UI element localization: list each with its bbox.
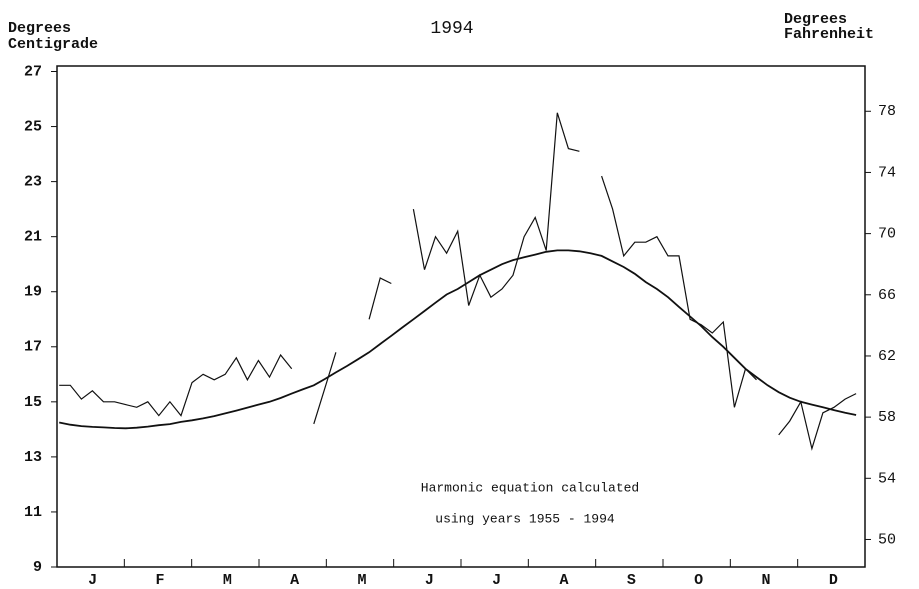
observed-line — [368, 277, 392, 320]
y-tick-label: 27 — [24, 63, 42, 80]
x-tick-label: A — [559, 572, 568, 589]
observed-line — [412, 112, 580, 306]
observed-line — [313, 352, 337, 425]
y-tick-label: 17 — [24, 339, 42, 356]
annotation: Harmonic equation calculated — [421, 480, 639, 495]
y-tick-label: 23 — [24, 174, 42, 191]
observed-line — [601, 175, 757, 408]
y-tick-label: 15 — [24, 394, 42, 411]
y2-tick-label: 58 — [878, 409, 896, 426]
x-tick-label: M — [357, 572, 366, 589]
y2-tick-label: 66 — [878, 287, 896, 304]
y-tick-label: 9 — [33, 559, 42, 576]
chart-title: 1994 — [430, 19, 473, 39]
y2-axis-label: Degrees — [784, 11, 847, 28]
x-tick-label: S — [627, 572, 636, 589]
y-tick-label: 11 — [24, 504, 42, 521]
x-tick-label: J — [425, 572, 434, 589]
y-tick-label: 25 — [24, 119, 42, 136]
y-tick-label: 13 — [24, 449, 42, 466]
x-tick-label: J — [88, 572, 97, 589]
y2-axis-label: Fahrenheit — [784, 26, 874, 43]
y-axis-label: Degrees — [8, 20, 71, 37]
observed-line — [778, 393, 857, 451]
x-tick-label: F — [155, 572, 164, 589]
x-tick-label: N — [761, 572, 770, 589]
x-tick-label: M — [223, 572, 232, 589]
y2-tick-label: 74 — [878, 164, 896, 181]
x-tick-label: O — [694, 572, 703, 589]
harmonic-line — [59, 249, 857, 430]
y-axis-label: Centigrade — [8, 36, 98, 53]
y-tick-label: 21 — [24, 229, 42, 246]
y2-tick-label: 54 — [878, 470, 896, 487]
y-tick-label: 19 — [24, 284, 42, 301]
observed-line — [59, 353, 293, 417]
x-tick-label: A — [290, 572, 299, 589]
x-tick-label: J — [492, 572, 501, 589]
x-tick-label: D — [829, 572, 838, 589]
y2-tick-label: 62 — [878, 348, 896, 365]
y2-tick-label: 70 — [878, 226, 896, 243]
y2-tick-label: 50 — [878, 531, 896, 548]
annotation: using years 1955 - 1994 — [435, 511, 615, 526]
y2-tick-label: 78 — [878, 103, 896, 120]
